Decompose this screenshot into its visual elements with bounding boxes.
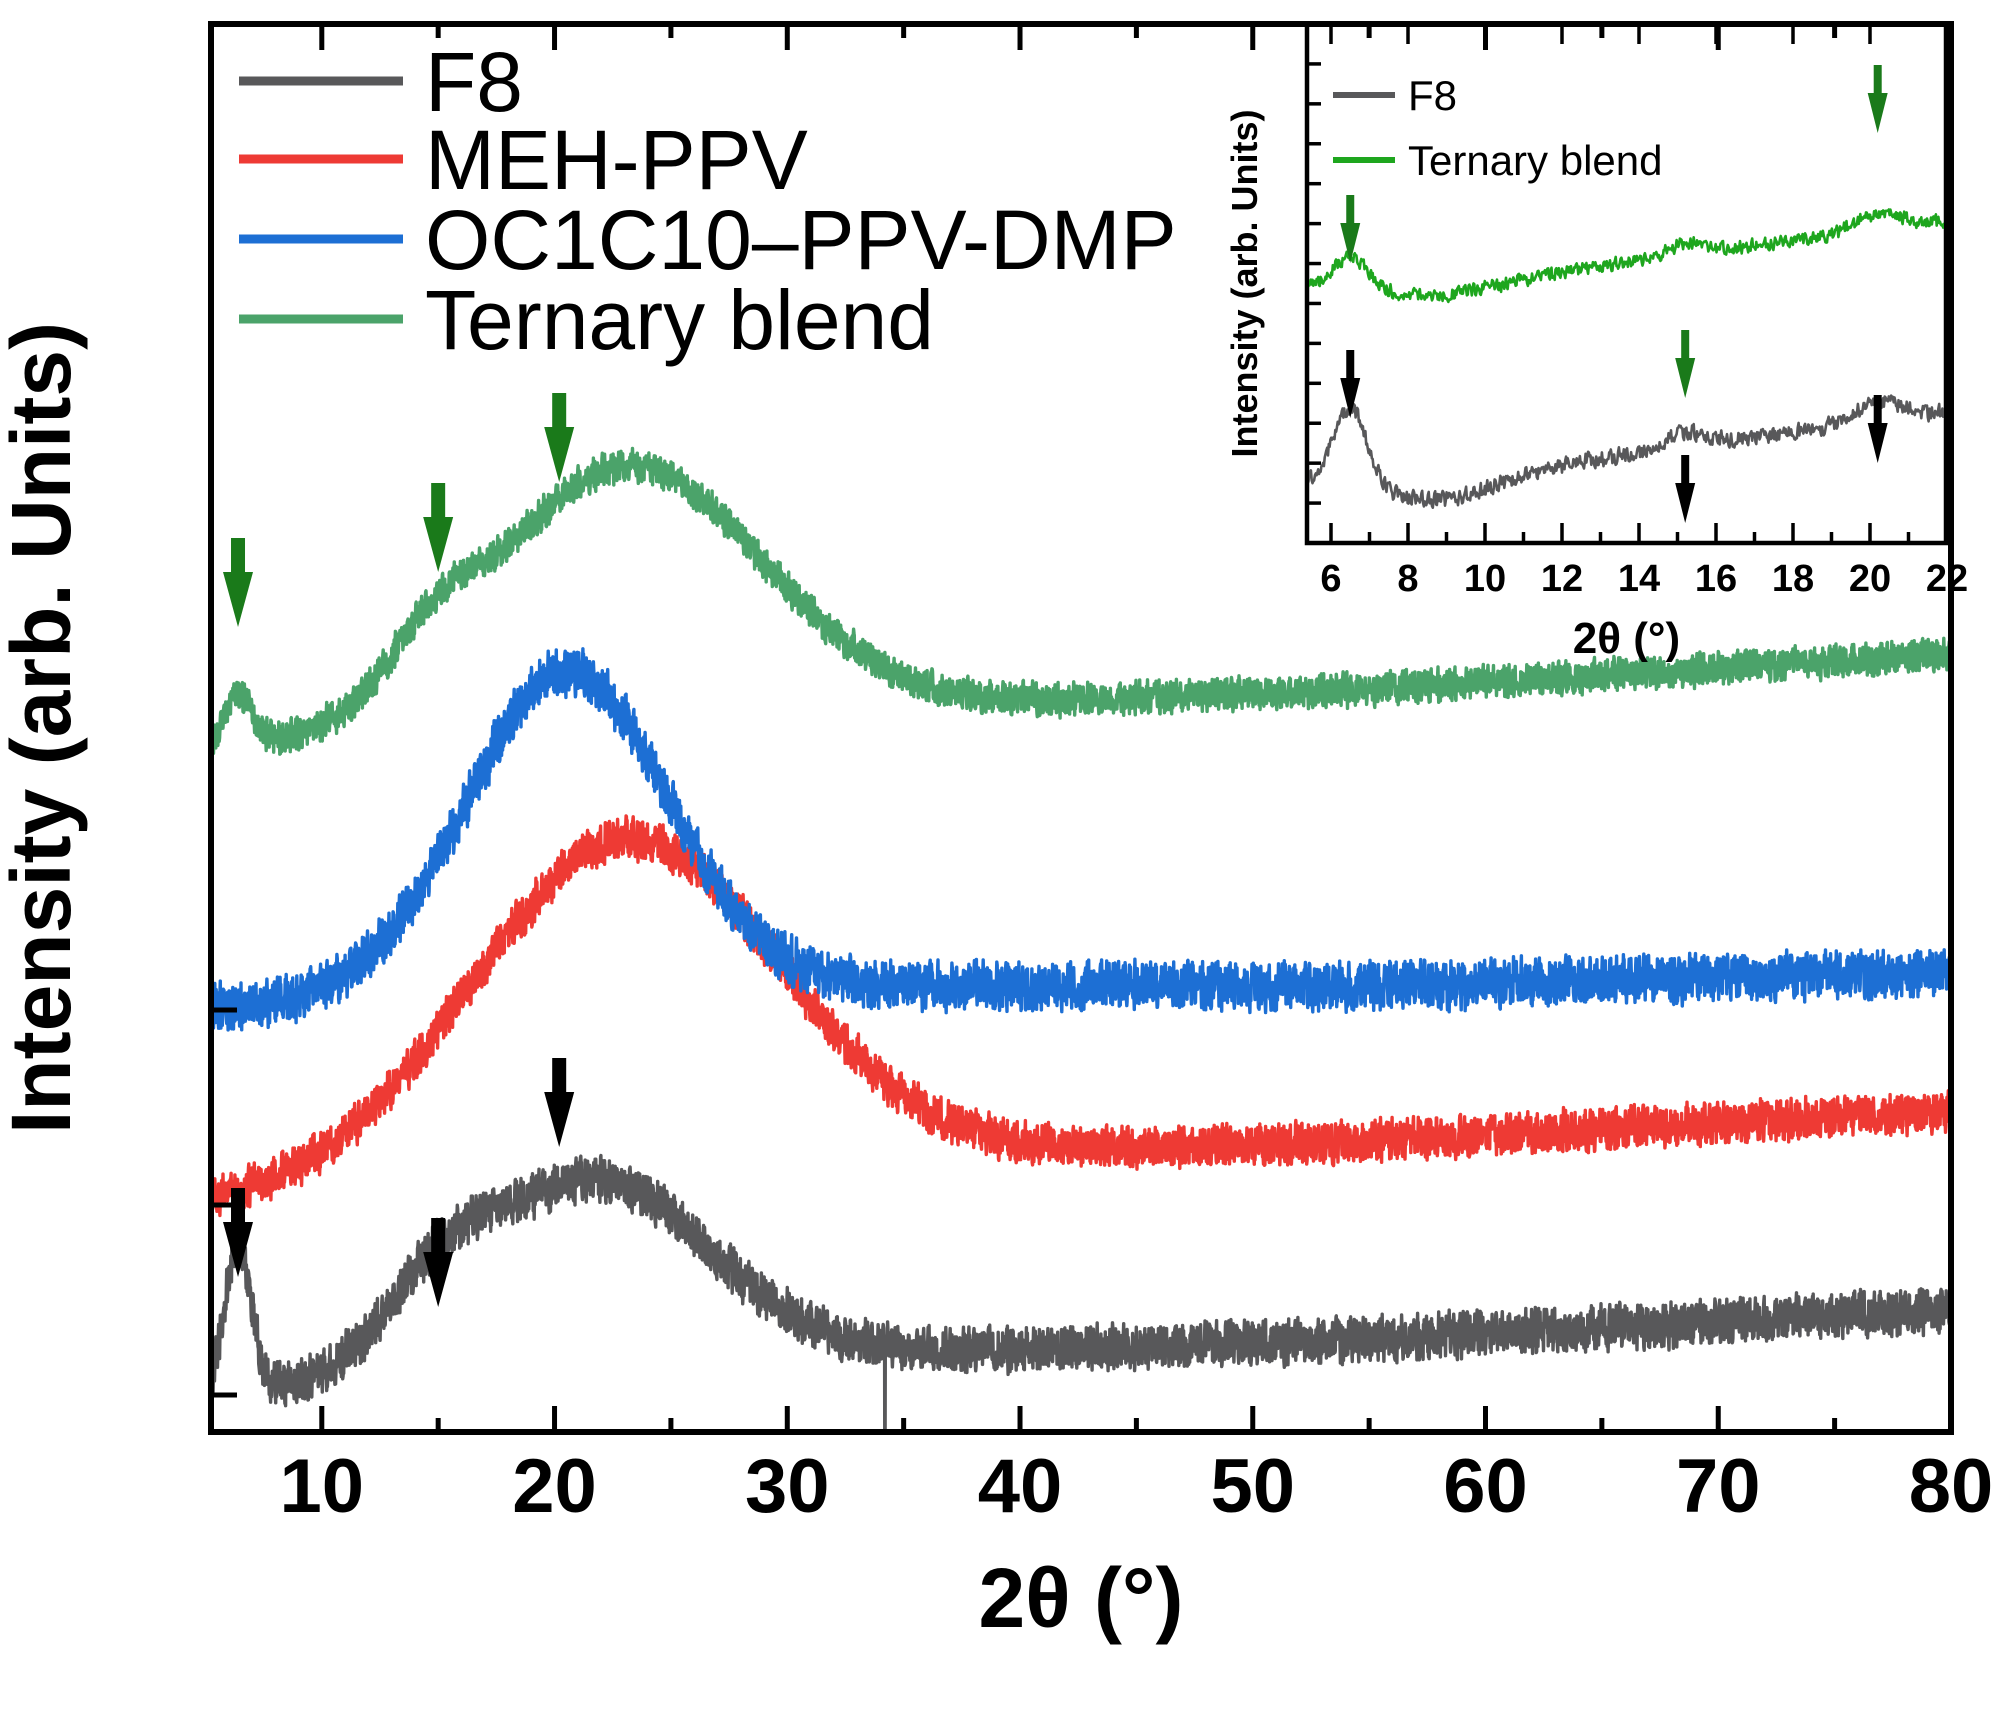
svg-text:8: 8 <box>1397 558 1418 600</box>
svg-text:50: 50 <box>1210 1444 1295 1529</box>
svg-text:20: 20 <box>512 1444 597 1529</box>
svg-text:12: 12 <box>1541 558 1583 600</box>
svg-text:80: 80 <box>1909 1444 1994 1529</box>
svg-text:F8: F8 <box>1408 72 1457 119</box>
svg-text:6: 6 <box>1320 558 1341 600</box>
svg-text:16: 16 <box>1695 558 1737 600</box>
svg-text:22: 22 <box>1926 558 1968 600</box>
svg-text:60: 60 <box>1443 1444 1528 1529</box>
svg-text:70: 70 <box>1676 1444 1761 1529</box>
svg-text:Intensity (arb. Units): Intensity (arb. Units) <box>1224 109 1265 457</box>
svg-text:2θ (°): 2θ (°) <box>1573 614 1680 663</box>
svg-text:Intensity (arb. Units): Intensity (arb. Units) <box>0 322 88 1134</box>
svg-text:10: 10 <box>280 1444 365 1529</box>
svg-text:18: 18 <box>1772 558 1814 600</box>
svg-text:40: 40 <box>978 1444 1063 1529</box>
svg-text:Ternary blend: Ternary blend <box>1408 137 1662 184</box>
svg-text:14: 14 <box>1618 558 1660 600</box>
svg-text:2θ (°): 2θ (°) <box>979 1551 1184 1645</box>
svg-text:10: 10 <box>1464 558 1506 600</box>
svg-text:20: 20 <box>1849 558 1891 600</box>
svg-text:30: 30 <box>745 1444 830 1529</box>
svg-text:Ternary blend: Ternary blend <box>425 273 934 367</box>
